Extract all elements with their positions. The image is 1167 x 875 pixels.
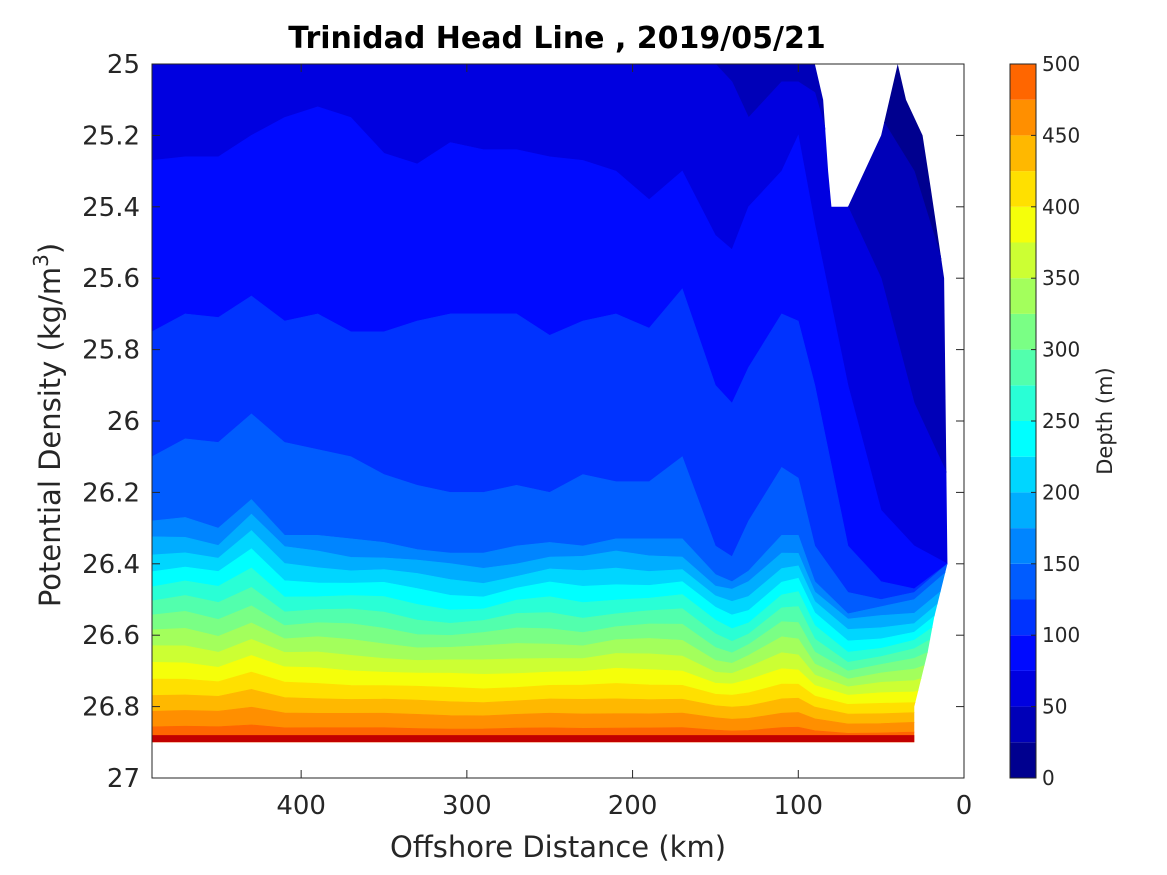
contour-band <box>152 64 948 279</box>
y-tick-label: 25.4 <box>82 193 140 223</box>
colorbar-tick-label: 450 <box>1042 123 1080 147</box>
y-tick-label: 25.2 <box>82 121 140 151</box>
colorbar-tick-label: 350 <box>1042 266 1080 290</box>
colorbar-swatch <box>1010 670 1036 707</box>
colorbar-swatch <box>1010 278 1036 314</box>
chart-title: Trinidad Head Line , 2019/05/21 <box>288 21 825 56</box>
colorbar-swatch <box>1010 421 1036 457</box>
colorbar-swatch <box>1010 99 1036 136</box>
colorbar-tick-label: 300 <box>1042 338 1080 362</box>
colorbar-swatch <box>1010 313 1036 350</box>
y-tick-label: 26.8 <box>82 693 140 723</box>
colorbar-swatch <box>1010 206 1036 243</box>
colorbar-swatch <box>1010 635 1036 671</box>
colorbar-tick-label: 250 <box>1042 409 1080 433</box>
x-tick-label: 400 <box>276 791 326 821</box>
y-tick-label: 27 <box>107 764 140 794</box>
colorbar-tick-label: 100 <box>1042 623 1080 647</box>
x-axis-ticks: 400 300 200 100 0 <box>276 64 972 821</box>
y-tick-label: 25.8 <box>82 336 140 366</box>
colorbar <box>1009 63 1037 779</box>
colorbar-swatch <box>1010 599 1036 636</box>
colorbar-tick-label: 400 <box>1042 195 1080 219</box>
y-axis-label-superscript: 3 <box>29 254 53 267</box>
colorbar-swatch <box>1010 385 1036 421</box>
colorbar-tick-label: 150 <box>1042 552 1080 576</box>
colorbar-ticks: 0 50 100 150 200 250 300 350 400 450 500 <box>1031 52 1080 790</box>
x-axis-label: Offshore Distance (km) <box>390 830 726 864</box>
contour-bands <box>152 64 948 743</box>
colorbar-tick-label: 50 <box>1042 695 1067 719</box>
colorbar-swatch <box>1010 135 1036 172</box>
colorbar-tick-label: 0 <box>1042 766 1055 790</box>
colorbar-swatch <box>1010 492 1036 529</box>
contour-band-deepest <box>152 735 948 743</box>
y-tick-label: 26.6 <box>82 621 140 651</box>
y-axis-label: Potential Density (kg/m3) <box>29 243 67 607</box>
y-axis-ticks: 25 25.2 25.4 25.6 25.8 26 26.2 26.4 26.6 26.8 27 <box>82 50 964 794</box>
y-tick-label: 26.2 <box>82 478 140 508</box>
colorbar-tick-label: 500 <box>1042 52 1080 76</box>
x-tick-label: 100 <box>773 791 823 821</box>
x-tick-label: 300 <box>442 791 492 821</box>
colorbar-swatch <box>1010 171 1036 207</box>
x-tick-label: 0 <box>956 791 973 821</box>
y-tick-label: 25.6 <box>82 264 140 294</box>
colorbar-swatch <box>1010 242 1036 279</box>
colorbar-swatch <box>1010 706 1036 743</box>
colorbar-swatch <box>1010 563 1036 600</box>
y-tick-label: 26.4 <box>82 550 140 580</box>
colorbar-swatch <box>1010 64 1036 100</box>
colorbar-swatch <box>1010 742 1036 778</box>
y-tick-label: 25 <box>107 50 140 80</box>
colorbar-swatch <box>1010 456 1036 493</box>
y-tick-label: 26 <box>107 407 140 437</box>
x-tick-label: 200 <box>608 791 658 821</box>
y-axis-label-suffix: ) <box>33 243 67 254</box>
colorbar-label: Depth (m) <box>1093 367 1117 474</box>
colorbar-tick-label: 200 <box>1042 480 1080 504</box>
y-axis-label-main: Potential Density (kg/m <box>33 267 67 607</box>
colorbar-swatch <box>1010 528 1036 564</box>
colorbar-swatch <box>1010 349 1036 386</box>
